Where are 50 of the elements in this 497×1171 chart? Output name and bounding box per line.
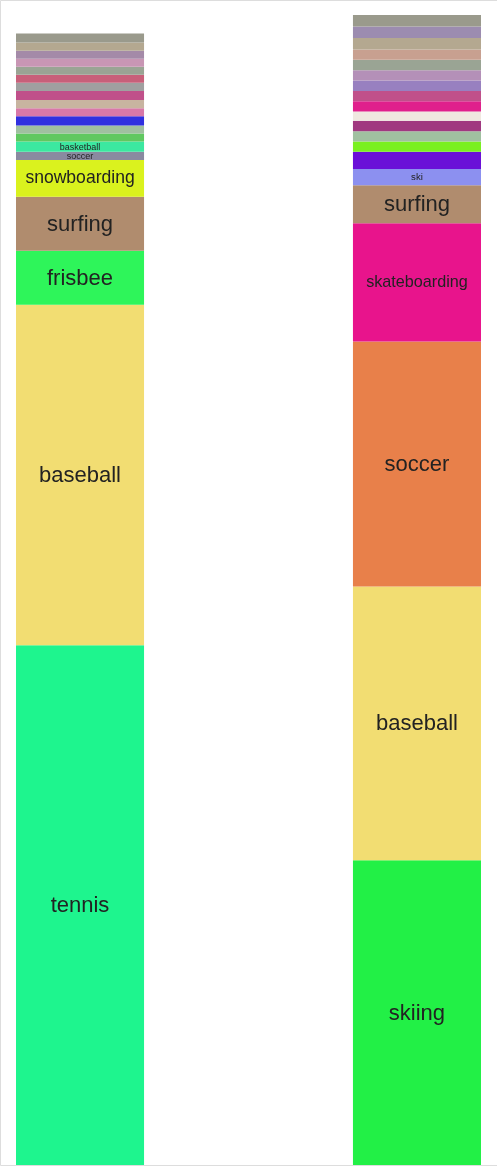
bar (352, 38, 481, 50)
series-label: surfing (383, 191, 450, 217)
bar (16, 125, 145, 134)
bar (352, 120, 481, 132)
bar (16, 304, 145, 646)
bar (352, 169, 481, 186)
bar (352, 26, 481, 38)
bar (16, 42, 145, 51)
series-label: frisbee (47, 264, 114, 290)
bar (16, 58, 145, 67)
bar (352, 586, 481, 861)
bar (352, 49, 481, 60)
bar (16, 133, 145, 142)
bar (16, 33, 145, 43)
bar (352, 70, 481, 81)
bar (16, 116, 145, 126)
bar (352, 59, 481, 71)
bar (352, 151, 481, 170)
series-label: skateboarding (366, 272, 468, 291)
bar (352, 341, 481, 587)
series-label: soccer (384, 451, 450, 477)
bar (16, 66, 145, 75)
series-label: basketball (59, 141, 101, 152)
bar (352, 15, 481, 27)
series-label: baseball (39, 462, 121, 487)
series-label: tennis (50, 892, 110, 918)
bar (352, 185, 481, 224)
series-label: snowboarding (25, 167, 135, 188)
bar (352, 80, 481, 91)
bar (16, 645, 145, 1165)
bar (352, 860, 481, 1165)
bar (352, 141, 481, 152)
bar (352, 101, 481, 112)
bar (16, 250, 145, 305)
bar (16, 82, 145, 91)
series-label: skiing (388, 999, 446, 1025)
bar (16, 74, 145, 83)
bar (16, 100, 145, 109)
series-label: surfing (47, 210, 114, 236)
bar (16, 196, 145, 251)
bar (16, 90, 145, 101)
bar (16, 50, 145, 59)
bar (352, 90, 481, 102)
bar (352, 223, 481, 342)
bar (16, 108, 145, 117)
bar (352, 111, 481, 121)
text: baseball (376, 710, 458, 736)
series-label: soccer (66, 150, 94, 161)
bar (352, 131, 481, 142)
series-label: ski (411, 171, 423, 183)
